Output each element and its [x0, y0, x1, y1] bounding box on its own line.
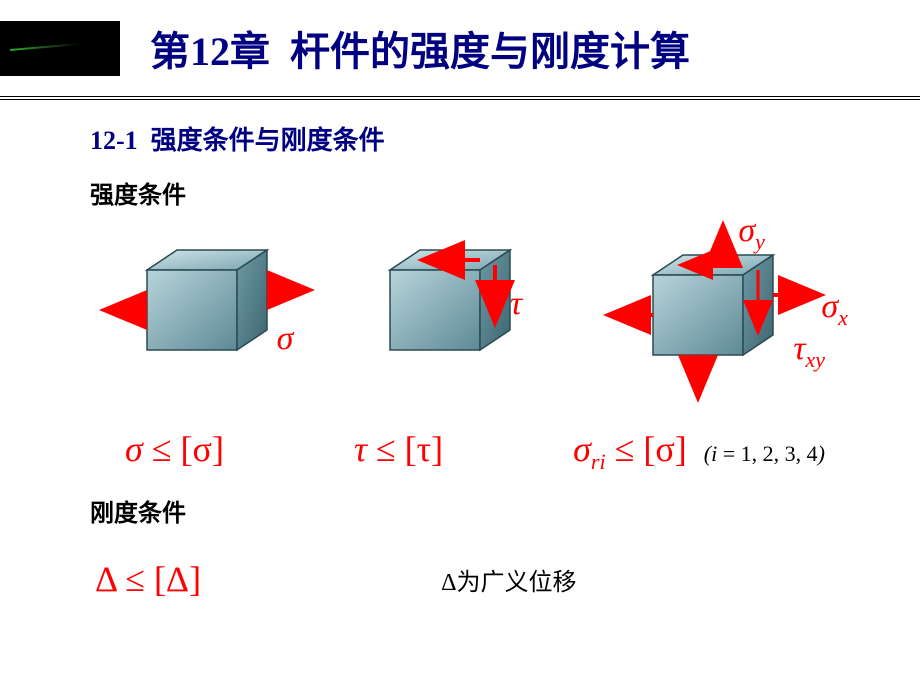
sigma-y-label: σy — [738, 212, 765, 255]
stiffness-heading: 刚度条件 — [90, 493, 920, 528]
f3-rhs: [σ] — [643, 429, 686, 469]
strength-formulas-row: σ ≤ [σ] τ ≤ [τ] σri ≤ [σ] (i = 1, 2, 3, … — [0, 428, 920, 475]
f3-sub: ri — [591, 449, 606, 474]
f4-lhs: Δ — [95, 559, 116, 599]
f1-op: ≤ — [152, 429, 172, 469]
formula-tau: τ ≤ [τ] — [354, 428, 443, 470]
cube-tau-svg — [340, 230, 560, 400]
delta-note-sym: Δ — [441, 570, 456, 596]
f3-note-rest: = 1, 2, 3, 4 — [717, 441, 817, 466]
f2-rhs: [τ] — [405, 429, 443, 469]
section-number: 12-1 — [90, 126, 138, 155]
f1-rhs: [σ] — [181, 429, 224, 469]
cube-combined: σ y σx τxy — [573, 230, 873, 400]
cube-sigma-svg — [67, 230, 327, 400]
chapter-title: 第12章 杆件的强度与刚度计算 — [150, 19, 690, 77]
f3-lhs: σ — [573, 429, 591, 469]
cube-sigma: σ — [67, 230, 327, 400]
f1-lhs: σ — [125, 429, 143, 469]
strength-heading: 强度条件 — [90, 175, 920, 210]
cube-tau: τ — [340, 230, 560, 400]
sigma-x-label: σx — [821, 288, 848, 331]
tau-label: τ — [510, 285, 522, 323]
delta-note: Δ为广义位移 — [441, 562, 576, 597]
cube-diagrams-row: σ τ — [0, 230, 920, 400]
tau-xy-label: τxy — [793, 330, 825, 373]
formula-sigma: σ ≤ [σ] — [125, 428, 224, 470]
f2-lhs: τ — [354, 429, 367, 469]
f2-op: ≤ — [376, 429, 396, 469]
formula-sigma-ri: σri ≤ [σ] (i = 1, 2, 3, 4) — [573, 428, 825, 475]
section-title: 12-1 强度条件与刚度条件 — [90, 120, 920, 157]
sigma-label: σ — [277, 320, 294, 358]
slide-header: 第12章 杆件的强度与刚度计算 — [0, 0, 920, 100]
f4-rhs: [Δ] — [154, 559, 201, 599]
sigma-x-sub: x — [838, 305, 848, 330]
chapter-prefix: 第 — [150, 29, 190, 74]
formula-delta: Δ ≤ [Δ] — [95, 558, 201, 600]
tau-xy-sub: xy — [805, 347, 825, 372]
tau-xy-sym: τ — [793, 330, 805, 367]
sigma-y-sym: σ — [738, 212, 755, 249]
logo-image — [0, 21, 120, 76]
f3-note: (i = 1, 2, 3, 4) — [704, 441, 825, 466]
f4-op: ≤ — [125, 559, 145, 599]
section-name: 强度条件与刚度条件 — [151, 126, 385, 155]
stiffness-row: Δ ≤ [Δ] Δ为广义位移 — [0, 558, 920, 600]
chapter-name: 杆件的强度与刚度计算 — [290, 29, 690, 74]
f3-op: ≤ — [615, 429, 635, 469]
chapter-suffix: 章 — [230, 29, 270, 74]
sigma-y-sub: y — [755, 229, 765, 254]
sigma-x-sym: σ — [821, 288, 838, 325]
chapter-number: 12 — [190, 29, 230, 74]
delta-note-text: 为广义位移 — [457, 570, 577, 596]
